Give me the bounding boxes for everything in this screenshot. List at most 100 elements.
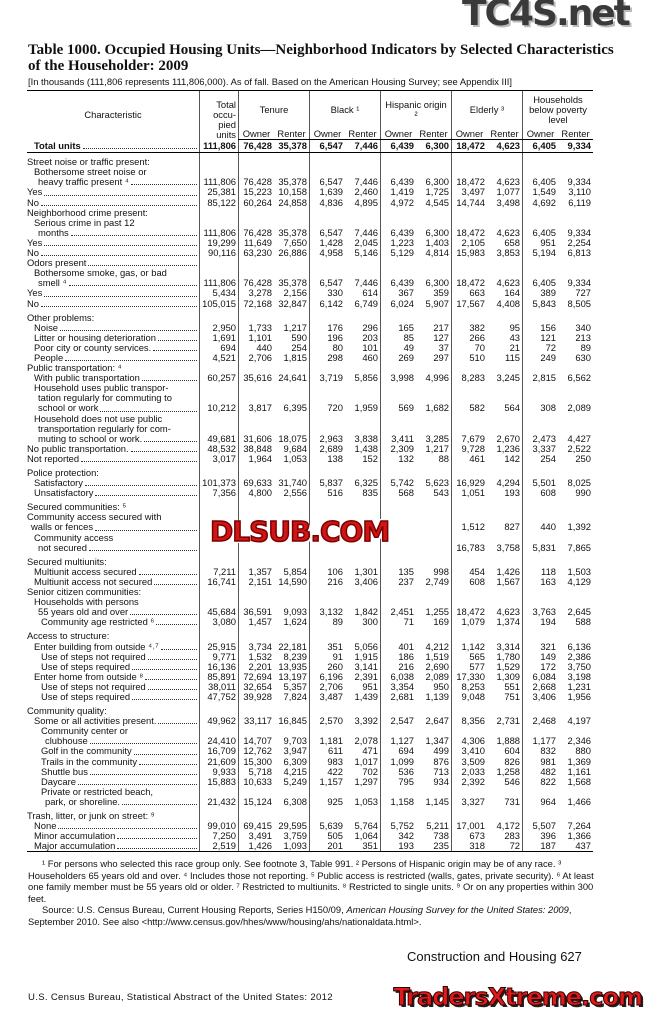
value-cell: 422 [309,766,345,777]
row-label-line: Community access secured with [27,511,162,523]
value-cell: 482 [522,766,558,777]
value-cell [380,363,416,374]
dot-leader [157,339,197,341]
table-row: Multiunit access not secured 16,741 2,151 1… [27,576,593,588]
value-cell: 454 [451,566,487,577]
value-cell: 440 [238,342,274,353]
value-cell [345,807,381,821]
value-cell: 106 [309,566,345,577]
value-cell: 1,725 [425,186,449,198]
table-row: Private or restricted beach, park, or sho… [27,785,593,807]
value-cell: 880 [575,745,591,757]
value-cell [451,587,487,598]
value-cell [199,627,239,642]
value-cell: 934 [433,775,449,787]
value-cell: 7,824 [283,690,307,702]
header-renter: Renter [416,129,452,141]
table-row: Enter building from outside ⁴˒⁷ 25,915 3,7… [27,641,593,652]
value-cell: 6,405 [522,268,558,289]
value-cell [487,464,523,478]
value-cell: 4,623 [496,606,520,618]
dot-leader [139,763,197,765]
value-cell: 3,759 [283,830,307,842]
value-cell: 76,428 [238,139,274,154]
value-cell: 6,119 [568,196,591,208]
value-cell: 6,300 [425,226,449,238]
value-cell: 8,505 [567,297,591,309]
row-label-line: Yes [27,287,43,299]
value-cell: 2,519 [199,841,239,853]
value-cell: 249 [522,352,558,364]
value-cell: 2,105 [451,237,487,249]
row-label: Access to structure: [27,627,200,641]
dot-leader [145,678,197,680]
value-cell [451,152,487,168]
value-cell: 4,623 [487,139,523,154]
row-label-line: Not reported [27,452,80,464]
value-cell: 5,752 [380,820,416,832]
value-cell: 3,947 [283,745,307,757]
value-cell [522,308,558,323]
value-cell: 6,084 [522,671,558,682]
value-cell [451,258,487,269]
value-cell: 3,080 [199,617,239,628]
row-label-line: Household uses public transpor- [34,382,169,394]
value-cell [416,309,452,323]
value-cell: 2,309 [380,443,416,454]
table-row: Litter or housing deterioration 1,691 1,10… [27,332,593,343]
value-cell: 156 [522,322,558,333]
value-cell: 4,692 [522,197,558,208]
value-cell: 49 [380,342,416,353]
value-cell [199,552,239,567]
value-cell: 105,015 [199,298,239,309]
value-cell: 876 [433,755,449,767]
value-cell: 18,472 [451,597,487,618]
table-row: Community quality: [27,702,593,717]
value-cell: 63,230 [238,247,274,259]
header-hispanic: Hispanic origin ² [380,90,452,129]
watermark-logo-tradersxtreme: TradersXtreme.com [393,983,644,1012]
row-label: Not reported [27,452,200,464]
row-label-line: Households with persons [34,596,139,608]
value-cell: 283 [504,830,520,842]
credit-line: U.S. Census Bureau, Statistical Abstract… [28,991,333,1003]
table-row: Daycare 15,883 10,633 5,249 1,157 1,297 795 934… [27,775,593,787]
header-tenure: Tenure [238,90,310,129]
value-cell: 6,300 [416,139,452,154]
value-cell: 32,654 [238,681,274,692]
value-cell: 70 [451,342,487,353]
value-cell: 1,392 [567,521,591,533]
table-row: Trash, litter, or junk on street: ⁹ [27,807,593,822]
table-row: Household does not use public transportat… [27,413,593,444]
value-cell: 1,691 [199,332,239,343]
value-cell [416,533,452,553]
value-cell: 2,681 [380,691,416,703]
value-cell [309,587,345,598]
value-cell [274,807,310,821]
row-label-line: Private or restricted beach, [41,785,154,797]
value-cell: 142 [504,452,520,464]
value-cell [345,627,381,641]
value-cell: 6,547 [309,167,345,188]
value-cell: 4,972 [380,197,416,208]
value-cell: 88 [438,452,449,464]
value-cell: 8,025 [567,477,591,489]
value-cell: 5,764 [354,820,378,832]
value-cell: 318 [451,841,487,853]
value-cell: 577 [451,661,487,672]
table-row: Access to structure: [27,627,593,642]
value-cell: 80 [309,342,345,353]
value-cell: 2,451 [380,597,416,618]
table-row: Poor city or county services. 694 440 254 80… [27,342,593,353]
value-cell: 18,075 [278,432,307,444]
value-cell: 254 [522,453,558,464]
value-cell: 6,813 [567,247,591,259]
value-cell: 826 [504,755,520,767]
value-cell [238,552,274,567]
value-cell: 1,568 [567,775,591,787]
row-label-line: Community quality: [27,705,107,717]
value-cell: 163 [522,576,558,588]
row-label: None [27,820,200,831]
value-cell: 342 [380,831,416,842]
value-cell [522,702,558,717]
